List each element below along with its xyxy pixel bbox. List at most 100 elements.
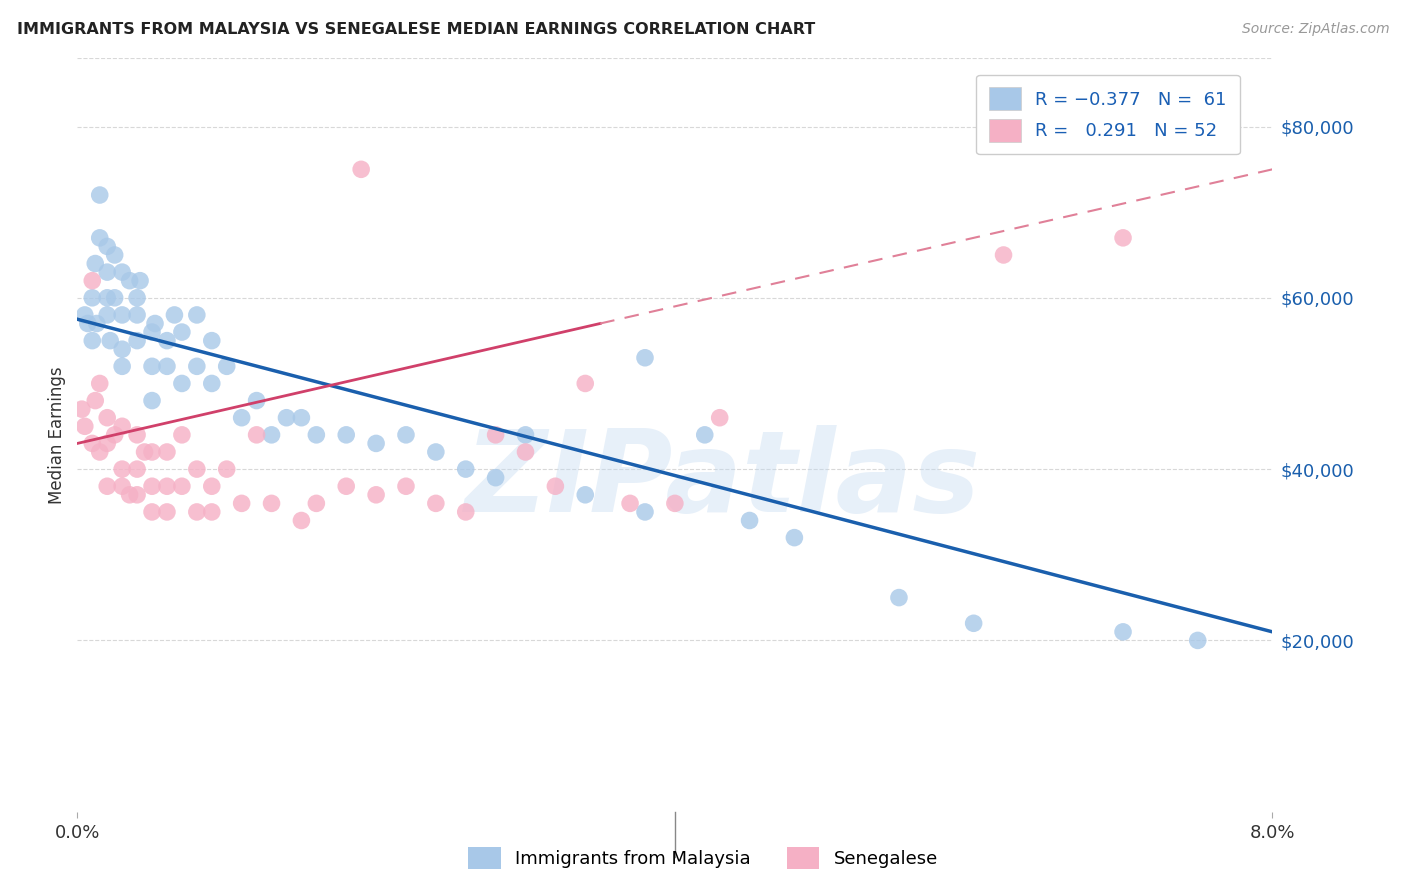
Point	[305, 428, 328, 442]
Point	[96, 265, 118, 279]
Point	[111, 342, 134, 356]
Point	[993, 248, 1015, 262]
Point	[118, 488, 141, 502]
Y-axis label: Median Earnings: Median Earnings	[48, 366, 66, 504]
Point	[96, 479, 118, 493]
Point	[111, 479, 134, 493]
Point	[246, 428, 269, 442]
Point	[170, 376, 193, 391]
Point	[73, 308, 96, 322]
Point	[84, 393, 107, 408]
Point	[485, 471, 508, 485]
Point	[156, 359, 179, 374]
Point	[574, 488, 596, 502]
Point	[118, 274, 141, 288]
Point	[887, 591, 910, 605]
Point	[246, 393, 269, 408]
Point	[127, 462, 149, 476]
Point	[104, 291, 127, 305]
Point	[127, 291, 149, 305]
Point	[89, 231, 111, 245]
Point	[86, 317, 108, 331]
Point	[515, 445, 537, 459]
Point	[111, 359, 134, 374]
Point	[89, 376, 111, 391]
Point	[76, 317, 98, 331]
Point	[96, 410, 118, 425]
Point	[96, 291, 118, 305]
Point	[305, 496, 328, 510]
Point	[709, 410, 731, 425]
Point	[186, 359, 208, 374]
Text: ZIPatlas: ZIPatlas	[464, 425, 981, 535]
Point	[963, 616, 986, 631]
Point	[104, 428, 127, 442]
Point	[1112, 624, 1135, 639]
Point	[156, 445, 179, 459]
Point	[276, 410, 298, 425]
Point	[141, 393, 163, 408]
Point	[134, 445, 156, 459]
Point	[215, 359, 238, 374]
Point	[231, 410, 253, 425]
Point	[82, 274, 104, 288]
Point	[84, 256, 107, 270]
Point	[163, 308, 186, 322]
Point	[544, 479, 567, 493]
Point	[738, 514, 761, 528]
Point	[425, 496, 447, 510]
Legend: R = −0.377   N =  61, R =   0.291   N = 52: R = −0.377 N = 61, R = 0.291 N = 52	[976, 75, 1240, 154]
Point	[693, 428, 716, 442]
Point	[141, 445, 163, 459]
Point	[89, 445, 111, 459]
Point	[260, 496, 283, 510]
Point	[634, 351, 657, 365]
Point	[201, 479, 224, 493]
Point	[783, 531, 806, 545]
Point	[290, 514, 312, 528]
Point	[454, 505, 477, 519]
Point	[96, 308, 118, 322]
Point	[96, 436, 118, 450]
Point	[515, 428, 537, 442]
Point	[111, 308, 134, 322]
Point	[170, 428, 193, 442]
Point	[82, 436, 104, 450]
Point	[127, 428, 149, 442]
Point	[141, 479, 163, 493]
Point	[485, 428, 508, 442]
Point	[395, 428, 418, 442]
Point	[141, 505, 163, 519]
Text: Source: ZipAtlas.com: Source: ZipAtlas.com	[1241, 22, 1389, 37]
Point	[141, 359, 163, 374]
Point	[141, 325, 163, 339]
Point	[96, 239, 118, 253]
Point	[395, 479, 418, 493]
Point	[89, 188, 111, 202]
Point	[82, 334, 104, 348]
Point	[111, 419, 134, 434]
Point	[201, 376, 224, 391]
Point	[664, 496, 686, 510]
Point	[215, 462, 238, 476]
Text: IMMIGRANTS FROM MALAYSIA VS SENEGALESE MEDIAN EARNINGS CORRELATION CHART: IMMIGRANTS FROM MALAYSIA VS SENEGALESE M…	[17, 22, 815, 37]
Point	[454, 462, 477, 476]
Point	[73, 419, 96, 434]
Point	[127, 308, 149, 322]
Point	[201, 505, 224, 519]
Point	[634, 505, 657, 519]
Legend: Immigrants from Malaysia, Senegalese: Immigrants from Malaysia, Senegalese	[458, 838, 948, 879]
Point	[127, 334, 149, 348]
Point	[111, 265, 134, 279]
Point	[186, 308, 208, 322]
Point	[70, 402, 93, 417]
Point	[129, 274, 152, 288]
Point	[98, 334, 121, 348]
Point	[335, 428, 357, 442]
Point	[156, 334, 179, 348]
Point	[186, 462, 208, 476]
Point	[186, 505, 208, 519]
Point	[156, 479, 179, 493]
Point	[201, 334, 224, 348]
Point	[619, 496, 641, 510]
